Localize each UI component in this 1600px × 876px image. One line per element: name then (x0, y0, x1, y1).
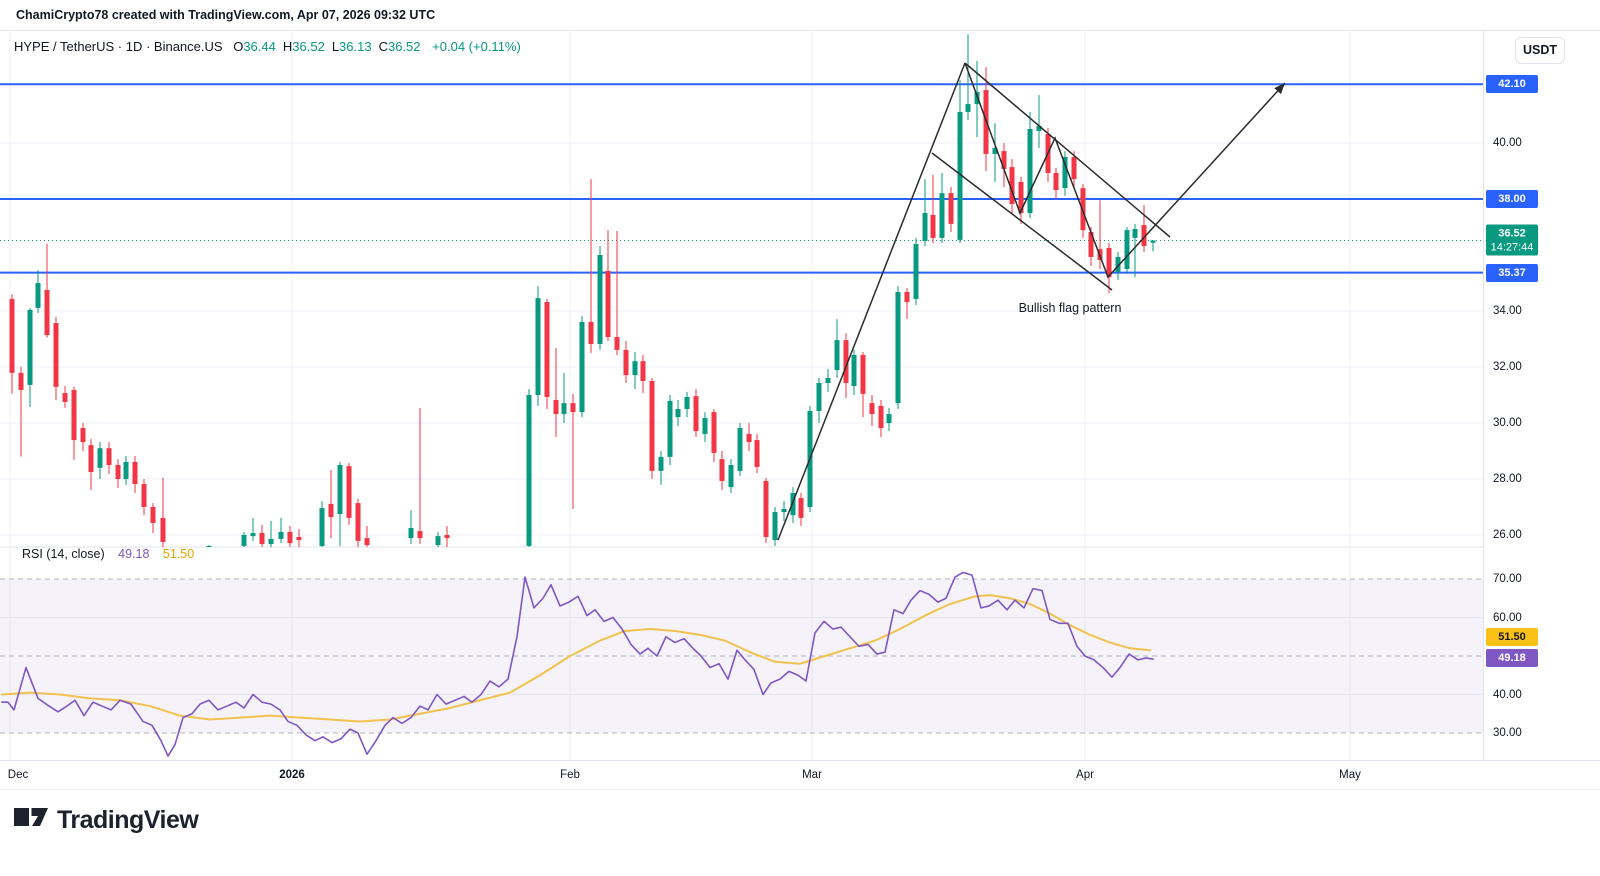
time-axis-label: Dec (7, 769, 29, 781)
rsi-tick-label: 40.00 (1493, 688, 1522, 701)
ohlc-values: O36.44 H36.52 L36.13 C36.52 (226, 39, 420, 54)
currency-toggle-button[interactable]: USDT (1515, 37, 1565, 64)
trend-annotations[interactable] (777, 62, 1286, 541)
candlestick-series (9, 34, 1156, 547)
projection-zigzag (964, 62, 1286, 279)
price-tick-label: 32.00 (1493, 361, 1522, 373)
price-tick-label: 28.00 (1493, 473, 1522, 485)
price-axis[interactable]: 40.00 34.00 32.00 30.00 28.00 26.00 42.10 38.00… (1483, 30, 1600, 790)
rsi-ma-value: 51.50 (162, 547, 195, 561)
arrowhead (1274, 83, 1285, 95)
price-axis-separator (1483, 30, 1484, 790)
time-axis[interactable]: Dec 2026 Feb Mar Apr May (0, 760, 1600, 790)
time-axis-label: Apr (1076, 769, 1094, 781)
support-resistance-lines[interactable] (0, 83, 1483, 274)
price-tick-label: 30.00 (1493, 417, 1522, 429)
creator-byline: ChamiCrypto78 created with TradingView.c… (16, 8, 436, 22)
time-axis-label: Feb (560, 769, 580, 781)
price-tick-label: 34.00 (1493, 305, 1522, 317)
bar-countdown: 14:27:44 (1490, 241, 1534, 254)
price-tick-label: 26.00 (1493, 529, 1522, 541)
rsi-purple-chip: 49.18 (1486, 649, 1538, 667)
level-price-chip: 42.10 (1486, 75, 1538, 94)
flag-lower-line (931, 152, 1113, 291)
flag-pattern-annotation: Bullish flag pattern (1018, 301, 1122, 315)
tradingview-logo-text: TradingView (57, 806, 199, 834)
symbol-title: HYPE / TetherUS · 1D · Binance.US (14, 39, 223, 54)
gridlines (0, 30, 1483, 760)
ohlc-label: C (378, 39, 388, 54)
ohlc-value: 36.52 (387, 39, 421, 54)
rsi-tick-label: 30.00 (1493, 727, 1522, 739)
ohlc-label: O (233, 39, 244, 54)
level-price-chip: 38.00 (1486, 190, 1538, 208)
widget-top-border (0, 30, 1600, 31)
rsi-ma-line (1, 594, 1151, 723)
ohlc-label: L (331, 39, 340, 54)
ohlc-label: H (282, 39, 293, 54)
ohlc-value: 36.52 (292, 39, 325, 54)
time-axis-label: May (1339, 769, 1361, 781)
ohlc-value: 36.13 (339, 39, 372, 54)
price-tick-label: 40.00 (1493, 137, 1522, 149)
rsi-line (1, 571, 1154, 757)
rsi-title: RSI (14, close) (22, 547, 105, 561)
rsi-tick-label: 60.00 (1493, 611, 1522, 624)
rsi-value: 49.18 (118, 547, 150, 561)
time-axis-label: Mar (802, 769, 822, 781)
rsi-yellow-chip: 51.50 (1486, 628, 1538, 646)
ohlc-value: 36.44 (243, 39, 276, 54)
current-price-chip: 36.52 14:27:44 (1486, 224, 1538, 256)
flag-upper-line (964, 62, 1171, 238)
chart-canvas[interactable] (0, 30, 1483, 760)
current-price-value: 36.52 (1498, 227, 1526, 240)
level-price-chip: 35.37 (1486, 263, 1538, 282)
tradingview-logo-icon (14, 807, 48, 826)
symbol-legend[interactable]: HYPE / TetherUS · 1D · Binance.US O36.44… (14, 39, 521, 54)
rsi-tick-label: 70.00 (1493, 573, 1522, 585)
rsi-legend[interactable]: RSI (14, close) 49.18 51.50 (22, 547, 194, 561)
price-change: +0.04 (+0.11%) (432, 39, 521, 54)
tradingview-logo[interactable]: TradingView (14, 806, 199, 835)
time-axis-label: 2026 (279, 769, 305, 781)
rally-line (777, 62, 966, 541)
